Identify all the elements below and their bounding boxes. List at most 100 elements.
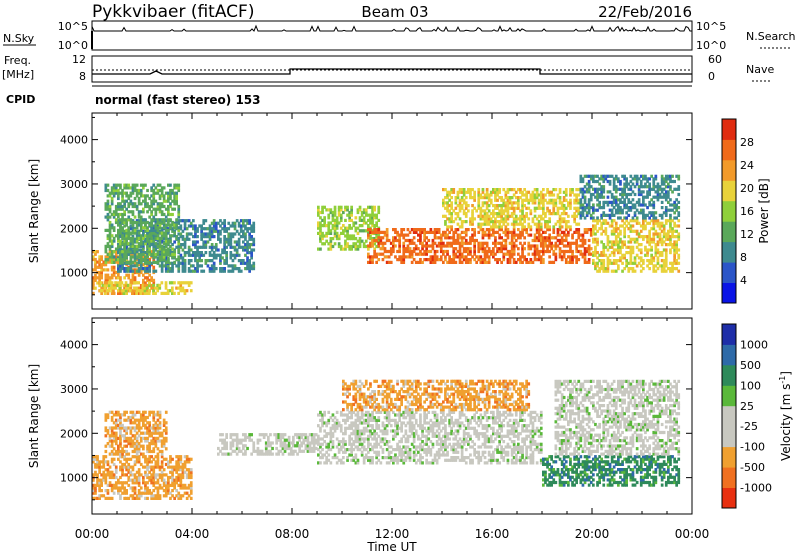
echo-cell [169,457,172,461]
echo-cell [100,478,103,482]
echo-cell [192,253,195,257]
echo-cell [452,233,456,237]
echo-cell [454,228,458,232]
echo-cell [112,483,116,487]
echo-cell [527,225,531,229]
echo-cell [250,235,253,239]
echo-cell [146,491,149,495]
echo-cell [225,251,228,255]
echo-cell [114,212,118,217]
echo-cell [123,224,126,228]
echo-cell [129,269,133,273]
echo-cell [181,219,185,223]
echo-cell [371,213,374,217]
echo-cell [589,195,593,199]
echo-cell [200,232,203,236]
echo-cell [167,489,170,493]
echo-cell [119,486,122,490]
echo-cell [489,190,493,194]
echo-cell [175,221,178,225]
echo-cell [246,248,249,252]
echo-cell [177,255,181,259]
echo-cell [92,460,95,464]
echo-cell [189,259,193,263]
echo-cell [135,204,139,209]
echo-cell [617,203,620,207]
noise-trace-line [91,24,692,33]
echo-cell [614,200,618,204]
echo-cell [633,211,637,215]
echo-cell [558,247,562,251]
echo-cell [448,220,451,224]
echo-cell [171,286,174,290]
echo-cell [185,486,189,490]
echo-cell [166,289,170,293]
echo-cell [101,283,105,287]
echo-cell [167,199,170,203]
echo-cell [533,238,537,243]
echo-cell [364,213,368,217]
echo-cell [673,187,676,191]
echo-cell [650,203,653,207]
echo-cell [627,269,631,273]
echo-cell [504,190,508,194]
echo-cell [560,236,564,240]
echo-cell [448,236,451,240]
echo-cell [133,247,137,251]
echo-cell [506,201,510,205]
echo-cell [98,483,101,487]
echo-cell [119,449,122,454]
echo-cell [629,229,633,233]
echo-cell [202,253,206,257]
echo-cell [223,229,226,233]
echo-cell [169,455,172,459]
echo-cell [110,199,114,203]
echo-cell [110,439,114,443]
echo-cell [160,221,164,225]
echo-cell [177,465,181,469]
echo-cell [139,436,143,440]
echo-cell [117,452,120,456]
echo-cell [152,481,156,485]
echo-cell [164,260,168,264]
echo-cell [598,177,601,181]
echo-cell [112,188,116,193]
echo-cell [367,224,370,228]
echo-cell [156,191,160,195]
echo-cell [485,204,489,208]
echo-cell [137,242,141,246]
freq-tick-12: 12 [72,53,86,66]
echo-cell [502,188,506,192]
echo-cell [477,222,481,226]
echo-cell [367,252,370,256]
echo-cell [156,496,160,500]
echo-cell [129,247,133,251]
echo-cell [579,249,583,254]
echo-cell [196,227,199,231]
echo-cell [148,252,151,256]
y-tick-label: 4000 [60,134,88,147]
echo-cell [650,240,653,244]
echo-cell [117,244,120,248]
echo-cell [129,457,133,461]
echo-cell [667,174,670,178]
echo-cell [162,240,166,244]
echo-cell [581,177,585,181]
echo-cell [456,249,460,254]
echo-cell [594,195,597,199]
echo-cell [110,442,114,446]
echo-cell [127,252,131,256]
echo-cell [662,248,666,252]
echo-cell [631,224,635,228]
echo-cell [371,208,374,212]
echo-cell [142,255,145,259]
echo-cell [379,230,383,234]
echo-cell [125,267,128,271]
echo-cell [419,230,422,234]
echo-cell [521,209,524,213]
echo-cell [123,218,126,222]
echo-cell [667,208,670,212]
echo-cell [621,269,624,273]
echo-cell [669,261,672,265]
echo-cell [219,256,222,260]
